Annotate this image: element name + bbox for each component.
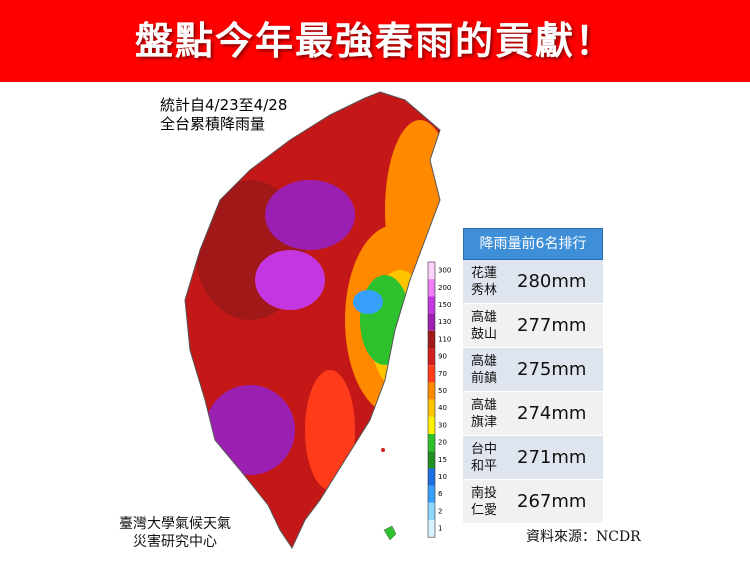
rain-map	[185, 92, 440, 548]
legend-swatch	[428, 348, 435, 366]
place-line: 仁愛	[471, 502, 498, 518]
banner	[0, 0, 750, 82]
ranking-table: 降雨量前6名排行 花蓮 秀林 280mm 高雄 鼓山 277mm 高雄 前鎮 275mm 高雄 旗津…	[463, 228, 603, 524]
amount: 275mm	[517, 359, 587, 380]
legend-tick-label: 6	[438, 490, 443, 498]
legend-swatch	[428, 468, 435, 486]
legend-swatch	[428, 485, 435, 503]
place-line: 高雄	[471, 309, 498, 325]
place: 花蓮 秀林	[463, 265, 517, 299]
table-row: 南投 仁愛 267mm	[463, 480, 603, 524]
legend-tick-label: 200	[438, 284, 451, 292]
legend-swatch	[428, 451, 435, 469]
stat-line: 全台累積降雨量	[160, 115, 266, 133]
legend-frame	[427, 261, 436, 538]
legend-tick-label: 300	[438, 267, 451, 275]
table-row: 花蓮 秀林 280mm	[463, 260, 603, 304]
place: 南投 仁愛	[463, 485, 517, 519]
legend-swatch	[428, 330, 435, 348]
legend-tick-label: 110	[438, 335, 451, 343]
amount: 267mm	[517, 491, 587, 512]
amount: 274mm	[517, 403, 587, 424]
table-row: 高雄 前鎮 275mm	[463, 348, 603, 392]
legend-tick-label: 30	[438, 421, 447, 429]
place-line: 台中	[471, 441, 498, 457]
legend-swatch	[428, 313, 435, 331]
legend-tick-label: 1	[438, 525, 442, 533]
legend-tick-label: 10	[438, 473, 447, 481]
place-line: 南投	[471, 485, 498, 501]
legend-tick-label: 130	[438, 318, 451, 326]
stats: 統計自4/23至4/28 全台累積降雨量	[160, 96, 287, 134]
title: 盤點今年最強春雨的貢獻！	[134, 19, 615, 63]
place: 高雄 前鎮	[463, 353, 517, 387]
legend-swatch	[428, 365, 435, 383]
place: 台中 和平	[463, 441, 517, 475]
place-line: 旗津	[471, 414, 498, 430]
source: 資料來源：NCDR	[526, 529, 641, 545]
legend-swatch	[428, 520, 435, 538]
amount: 271mm	[517, 447, 587, 468]
table-row: 高雄 旗津 274mm	[463, 392, 603, 436]
legend-swatch	[428, 502, 435, 520]
island	[381, 448, 385, 452]
place-line: 高雄	[471, 397, 498, 413]
table-row: 高雄 鼓山 277mm	[463, 304, 603, 348]
coastline	[184, 91, 441, 550]
place: 高雄 鼓山	[463, 309, 517, 343]
legend-swatch	[428, 416, 435, 434]
credit: 臺灣大學氣候天氣 災害研究中心	[100, 515, 250, 551]
legend-tick-label: 90	[438, 353, 447, 361]
credit-line: 災害研究中心	[133, 534, 217, 550]
place-line: 鼓山	[471, 326, 498, 342]
legend-tick-label: 40	[438, 404, 447, 412]
legend-tick-label: 20	[438, 439, 447, 447]
place: 高雄 旗津	[463, 397, 517, 431]
color-legend: 300 200 150 130 110 90 70 50 40 30 20 15 10 6 2 1	[427, 261, 451, 538]
amount: 277mm	[517, 315, 587, 336]
legend-tick-label: 70	[438, 370, 447, 378]
legend-swatch	[428, 434, 435, 452]
place-line: 和平	[471, 458, 498, 474]
island	[383, 525, 397, 541]
legend-swatch	[428, 296, 435, 314]
place-line: 前鎮	[471, 370, 498, 386]
legend-swatch	[428, 262, 435, 280]
legend-swatch	[428, 399, 435, 417]
amount: 280mm	[517, 271, 587, 292]
place-line: 高雄	[471, 353, 498, 369]
credit-line: 臺灣大學氣候天氣	[119, 516, 231, 532]
legend-swatch	[428, 382, 435, 400]
table-row: 台中 和平 271mm	[463, 436, 603, 480]
legend-tick-label: 150	[438, 301, 451, 309]
legend-tick-label: 15	[438, 456, 447, 464]
legend-tick-label: 50	[438, 387, 447, 395]
legend-tick-label: 2	[438, 507, 442, 515]
place-line: 花蓮	[471, 265, 498, 281]
stat-line: 統計自4/23至4/28	[160, 96, 288, 114]
place-line: 秀林	[471, 282, 498, 298]
legend-swatch	[428, 279, 435, 297]
table-title: 降雨量前6名排行	[463, 228, 603, 260]
